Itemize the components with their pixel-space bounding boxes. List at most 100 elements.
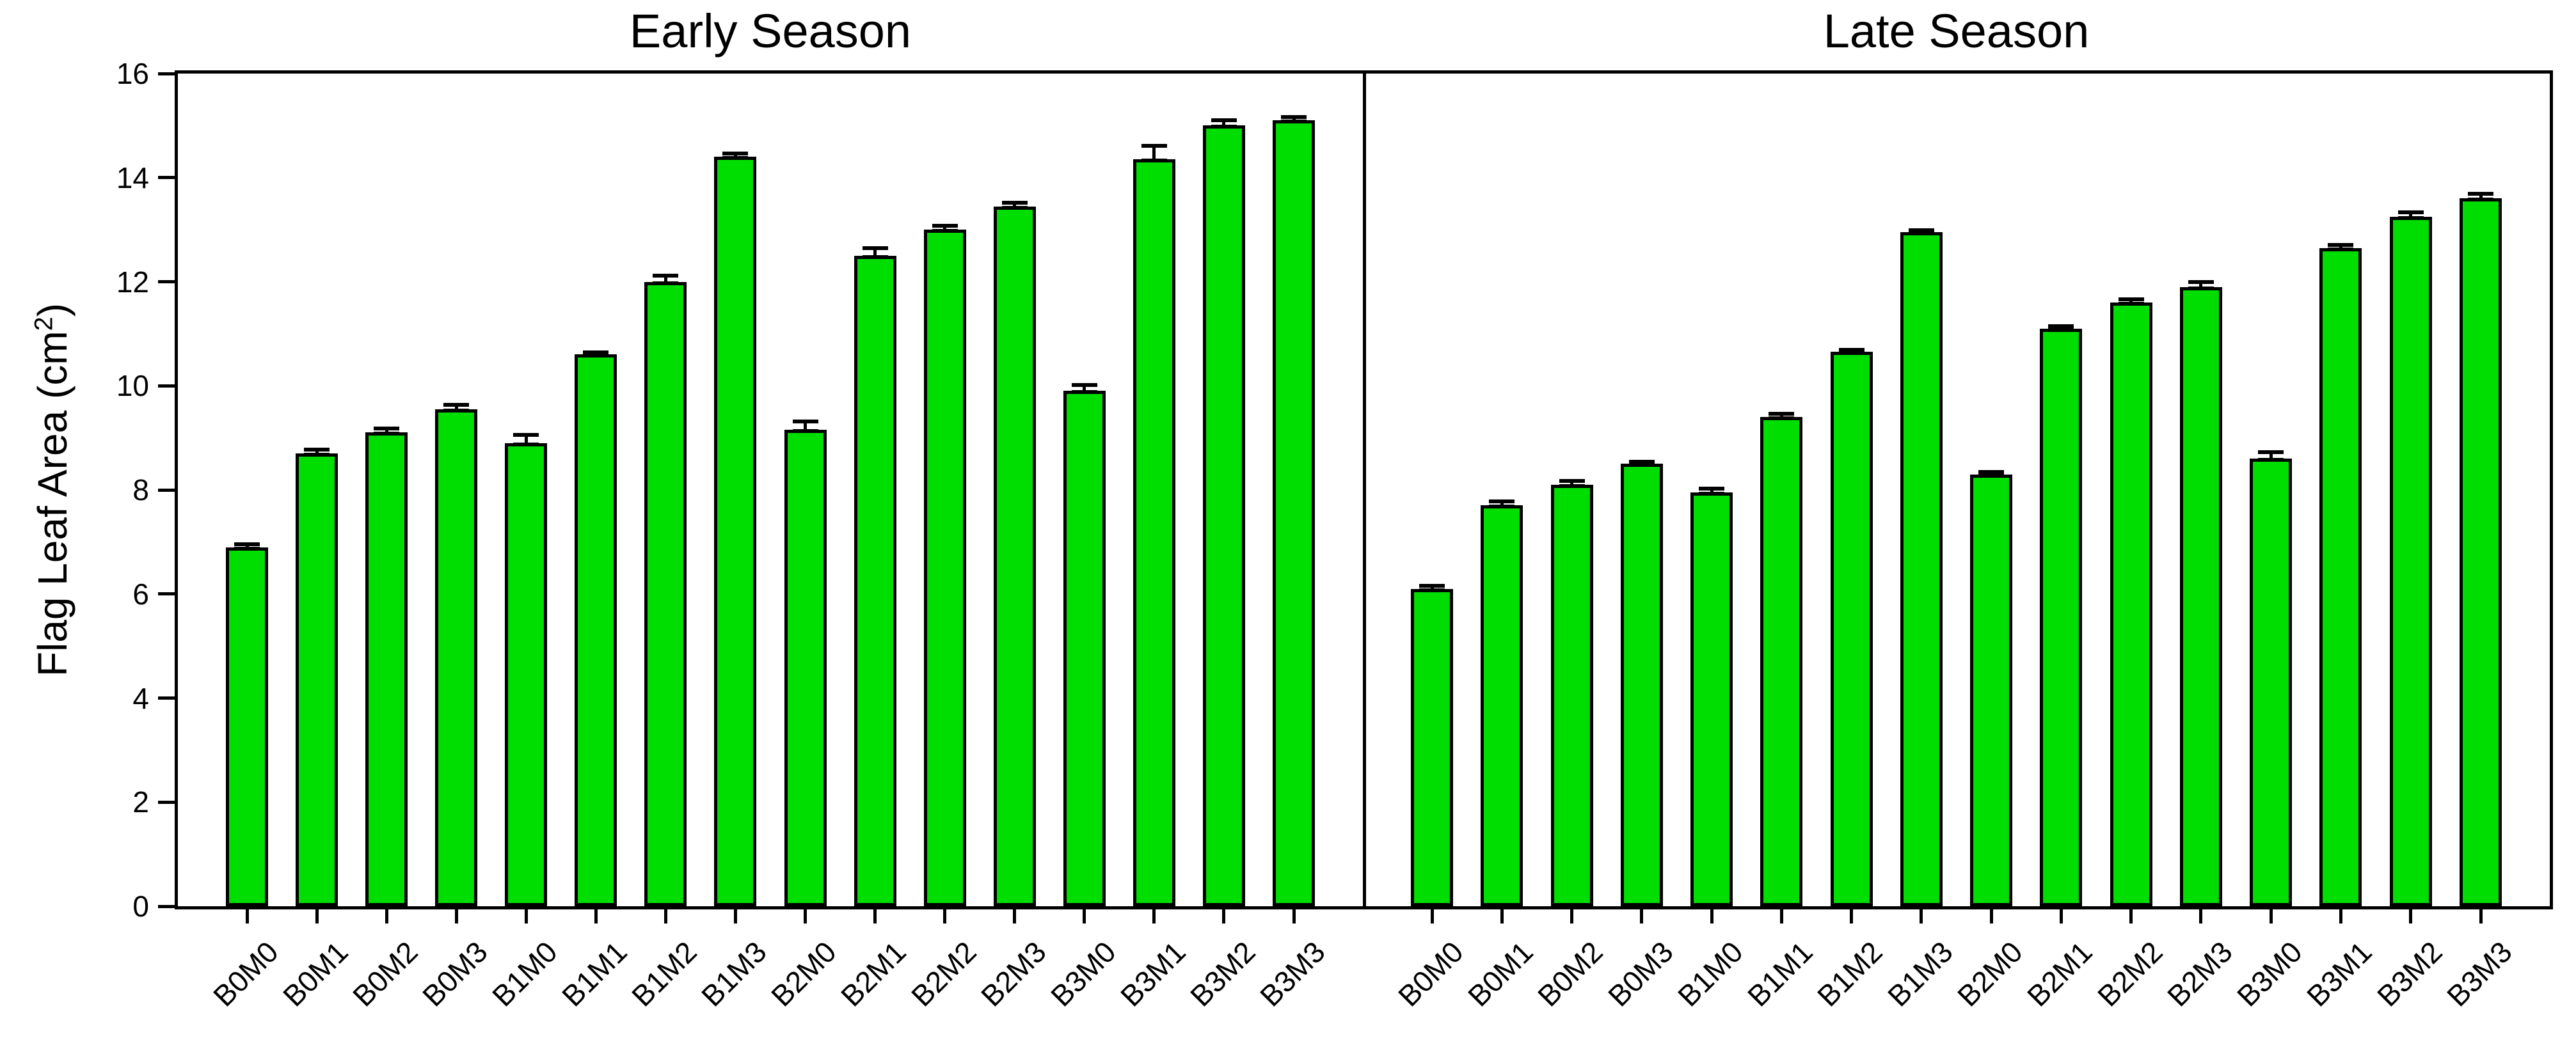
error-bar-cap-top-B2M1 xyxy=(862,246,888,250)
error-bar-cap-bottom-B3M3 xyxy=(1281,120,1307,124)
error-bar-cap-top-B3M3 xyxy=(2468,191,2493,196)
error-bar-cap-bottom-B1M2 xyxy=(653,281,679,285)
x-tick-label-B0M3: B0M3 xyxy=(1601,934,1680,1013)
bar-late-season-B2M3 xyxy=(2179,287,2222,906)
y-tick-label-10: 10 xyxy=(116,369,149,403)
plot-frame-bottom xyxy=(175,906,2553,909)
x-tick-B2M2 xyxy=(2129,909,2133,923)
error-bar-stem-B2M1 xyxy=(873,248,877,256)
error-bar-cap-top-B1M2 xyxy=(653,273,679,278)
x-tick-label-B3M0: B3M0 xyxy=(2230,934,2309,1013)
x-tick-B3M2 xyxy=(2409,909,2413,923)
x-tick-B0M0 xyxy=(1430,909,1434,923)
plot-frame-right xyxy=(2550,70,2553,906)
error-bar-cap-top-B3M2 xyxy=(2397,210,2424,215)
panel-title-late-season: Late Season xyxy=(1823,4,2090,58)
x-tick-label-B3M3: B3M3 xyxy=(1253,934,1332,1013)
bar-early-season-B2M0 xyxy=(784,430,827,906)
x-tick-B1M0 xyxy=(1710,909,1713,923)
x-tick-label-B0M1: B0M1 xyxy=(276,934,354,1013)
x-tick-label-B2M3: B2M3 xyxy=(2160,934,2239,1013)
bar-late-season-B1M0 xyxy=(1690,492,1733,906)
y-tick-2 xyxy=(158,800,175,804)
error-bar-cap-top-B2M2 xyxy=(2118,297,2144,302)
error-bar-cap-top-B0M2 xyxy=(1559,479,1585,483)
x-tick-B1M0 xyxy=(524,909,528,923)
error-bar-stem-B0M1 xyxy=(1500,501,1504,506)
panel-divider-line xyxy=(1363,70,1366,906)
x-tick-label-B2M1: B2M1 xyxy=(834,934,913,1013)
error-bar-cap-top-B2M0 xyxy=(792,419,818,423)
bar-late-season-B1M2 xyxy=(1830,352,1873,906)
x-tick-label-B1M3: B1M3 xyxy=(695,934,774,1013)
bar-late-season-B1M1 xyxy=(1760,417,1803,906)
x-tick-label-B2M0: B2M0 xyxy=(1951,934,2029,1013)
error-bar-cap-bottom-B3M2 xyxy=(1211,125,1237,129)
y-tick-label-16: 16 xyxy=(116,57,149,90)
error-bar-cap-bottom-B1M3 xyxy=(1908,232,1934,236)
x-tick-label-B0M1: B0M1 xyxy=(1461,934,1539,1013)
y-tick-10 xyxy=(158,384,175,388)
x-tick-label-B2M1: B2M1 xyxy=(2021,934,2099,1013)
error-bar-cap-bottom-B3M0 xyxy=(1071,390,1097,395)
error-bar-stem-B0M3 xyxy=(454,405,458,409)
error-bar-cap-bottom-B2M0 xyxy=(1978,473,2005,478)
error-bar-cap-top-B1M2 xyxy=(1838,348,1864,352)
y-tick-16 xyxy=(158,72,175,75)
x-tick-B1M3 xyxy=(733,909,737,923)
x-tick-B3M2 xyxy=(1222,909,1226,923)
y-tick-8 xyxy=(158,488,175,492)
error-bar-cap-top-B1M1 xyxy=(583,350,609,355)
y-tick-14 xyxy=(158,176,175,180)
y-axis-label-superscript: 2 xyxy=(29,317,58,331)
error-bar-cap-top-B0M3 xyxy=(443,403,470,407)
error-bar-cap-bottom-B2M3 xyxy=(2188,286,2214,290)
error-bar-stem-B1M2 xyxy=(664,275,667,282)
x-tick-B1M3 xyxy=(1920,909,1923,923)
error-bar-cap-bottom-B0M2 xyxy=(1559,483,1585,488)
bar-early-season-B1M3 xyxy=(714,157,757,906)
x-tick-label-B3M1: B3M1 xyxy=(1113,934,1192,1013)
x-tick-label-B2M2: B2M2 xyxy=(2090,934,2169,1013)
error-bar-cap-bottom-B1M2 xyxy=(1838,351,1864,356)
panel-title-early-season: Early Season xyxy=(629,4,912,58)
x-tick-label-B2M3: B2M3 xyxy=(974,934,1053,1013)
error-bar-cap-bottom-B0M0 xyxy=(1419,588,1445,592)
error-bar-cap-top-B3M1 xyxy=(1141,144,1167,148)
error-bar-cap-top-B0M0 xyxy=(1419,583,1445,588)
x-tick-B0M1 xyxy=(1500,909,1504,923)
x-tick-B0M2 xyxy=(1570,909,1574,923)
bar-early-season-B1M1 xyxy=(575,354,617,906)
error-bar-cap-bottom-B2M2 xyxy=(932,229,958,233)
bar-late-season-B3M2 xyxy=(2389,216,2432,906)
x-tick-label-B1M3: B1M3 xyxy=(1880,934,1959,1013)
x-tick-B2M2 xyxy=(943,909,947,923)
x-tick-B3M1 xyxy=(1152,909,1156,923)
error-bar-cap-top-B1M0 xyxy=(1699,486,1725,491)
error-bar-cap-top-B1M1 xyxy=(1769,412,1795,416)
error-bar-cap-top-B1M3 xyxy=(722,151,749,155)
x-tick-label-B1M0: B1M0 xyxy=(486,934,564,1013)
error-bar-cap-top-B3M0 xyxy=(1071,383,1097,388)
bar-late-season-B3M0 xyxy=(2250,459,2293,906)
x-tick-label-B1M0: B1M0 xyxy=(1671,934,1749,1013)
error-bar-cap-bottom-B0M1 xyxy=(1489,505,1515,509)
bar-early-season-B1M2 xyxy=(644,281,687,906)
error-bar-cap-top-B3M2 xyxy=(1211,118,1237,123)
x-tick-label-B0M2: B0M2 xyxy=(346,934,424,1013)
bar-late-season-B2M0 xyxy=(1970,474,2013,906)
x-tick-label-B1M2: B1M2 xyxy=(625,934,704,1013)
y-tick-label-0: 0 xyxy=(132,890,149,923)
x-tick-label-B3M1: B3M1 xyxy=(2300,934,2379,1013)
error-bar-cap-bottom-B1M3 xyxy=(722,156,749,161)
bar-early-season-B0M0 xyxy=(226,547,268,906)
error-bar-cap-top-B3M3 xyxy=(1281,114,1307,119)
bar-early-season-B3M0 xyxy=(1063,391,1106,906)
error-bar-stem-B0M1 xyxy=(315,449,319,454)
bar-late-season-B0M0 xyxy=(1411,588,1453,906)
error-bar-cap-bottom-B1M0 xyxy=(1699,492,1725,496)
error-bar-cap-bottom-B3M1 xyxy=(2328,247,2354,251)
bar-early-season-B3M2 xyxy=(1202,125,1245,906)
bar-late-season-B3M1 xyxy=(2319,248,2362,906)
error-bar-cap-bottom-B0M1 xyxy=(304,453,330,457)
